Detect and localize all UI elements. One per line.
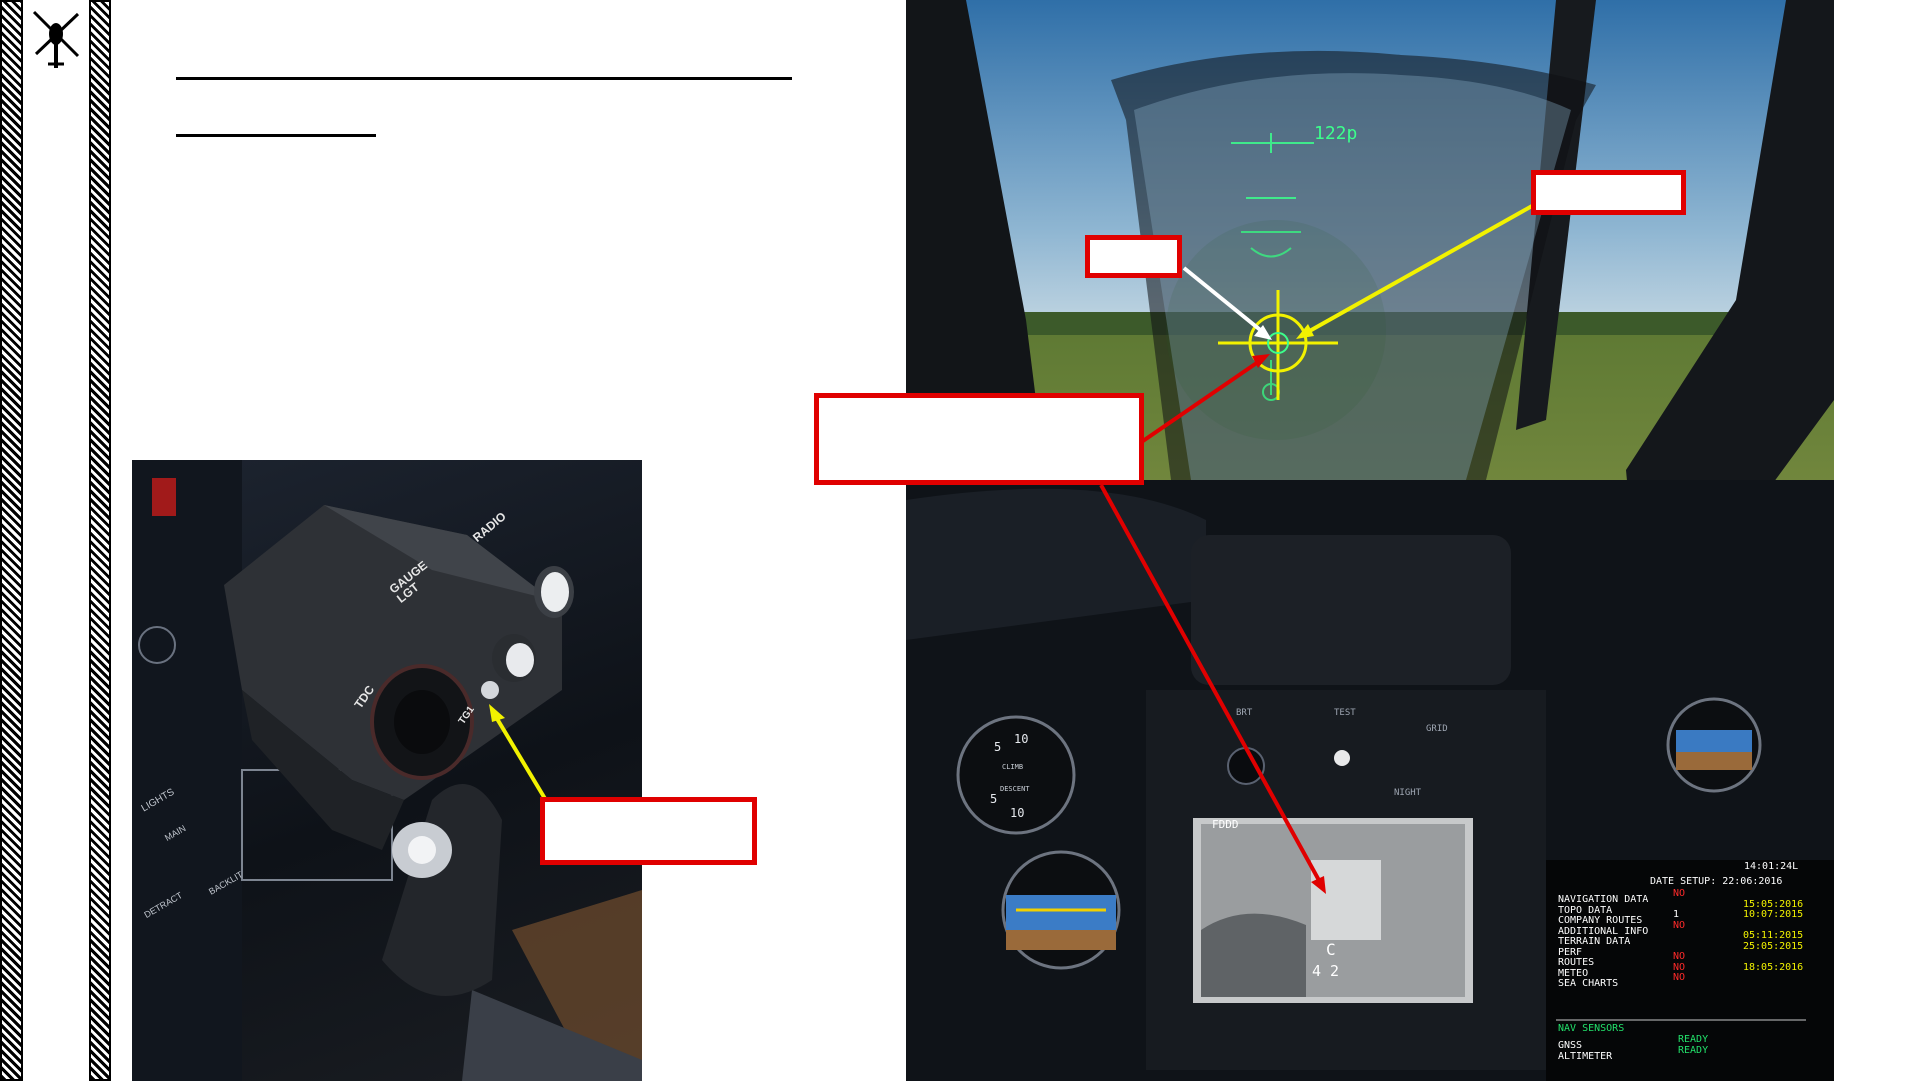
panel-row-label: TOPO DATA — [1558, 904, 1613, 916]
panel-row-status: NO — [1673, 888, 1686, 899]
panel-time: 14:01:24L — [1744, 861, 1799, 872]
panel-row-status: 1 — [1673, 909, 1680, 920]
panel-row-status: NO — [1673, 961, 1686, 973]
panel-sensor-label: ALTIMETER — [1558, 1050, 1613, 1062]
climb-label: CLIMB — [1002, 763, 1024, 771]
panel-rows: NAVIGATION DATA NO TOPO DATA 15:05:2016 COMP… — [1558, 888, 1828, 988]
panel-sensors: GNSS READY ALTIMETER READY — [1558, 1034, 1758, 1061]
panel-row-date: 10:07:2015 — [1743, 909, 1804, 920]
panel-row-label: TERRAIN DATA — [1558, 936, 1631, 947]
panel-row-status: NO — [1673, 972, 1686, 983]
panel-sensor-row: GNSS READY — [1558, 1034, 1758, 1050]
panel-sensors-title: NAV SENSORS — [1558, 1023, 1625, 1034]
panel-row-date: 15:05:2016 — [1743, 898, 1804, 910]
panel-date-setup: DATE SETUP: 22:06:2016 — [1650, 876, 1783, 887]
panel-sensor-label: GNSS — [1558, 1040, 1583, 1051]
hud-large-callout — [814, 393, 1144, 485]
panel-row-label: ROUTES — [1558, 957, 1595, 968]
mfd-top-label: FDDD — [1212, 818, 1239, 831]
panel-row: SEA CHARTS NO — [1558, 972, 1828, 988]
panel-row-label: ADDITIONAL INFO — [1558, 925, 1649, 937]
panel-row: NAVIGATION DATA NO — [1558, 888, 1828, 904]
panel-row: COMPANY ROUTES 1 10:07:2015 — [1558, 909, 1828, 925]
tdc-callout-box — [540, 797, 757, 865]
gauge-tick-1: 5 — [994, 740, 1002, 754]
mfd-bottom-value: 4 2 — [1312, 962, 1340, 980]
panel-row: ROUTES NO — [1558, 951, 1828, 967]
panel-row: TERRAIN DATA 05:11:2015 — [1558, 930, 1828, 946]
panel-row-status: NO — [1673, 919, 1686, 931]
panel-sensor-status: READY — [1678, 1044, 1709, 1056]
panel-row-label: COMPANY ROUTES — [1558, 915, 1643, 926]
left-hatch-strip — [0, 0, 23, 1081]
panel-sensor-status: READY — [1678, 1034, 1709, 1045]
test-label: TEST — [1334, 708, 1356, 718]
gauge-tick-2: 10 — [1014, 732, 1029, 746]
title-line — [176, 77, 792, 80]
panel-row-date: 05:11:2015 — [1743, 930, 1804, 941]
panel-sensor-row: ALTIMETER READY — [1558, 1044, 1758, 1061]
gauge-tick-3: 5 — [990, 792, 998, 806]
cockpit-hud-photo: 122p FDDD C 4 2 BRT TEST GRID NIGHT CLIM… — [906, 0, 1834, 1081]
night-label: NIGHT — [1394, 788, 1422, 798]
subtitle-line — [176, 134, 376, 137]
panel-row-status: NO — [1673, 951, 1686, 962]
hud-small-callout — [1085, 235, 1182, 278]
panel-row-label: NAVIGATION DATA — [1558, 894, 1649, 905]
panel-row-date: 25:05:2015 — [1743, 940, 1804, 952]
panel-row-label: PERF — [1558, 946, 1583, 958]
hud-right-callout — [1531, 170, 1686, 215]
brt-label: BRT — [1236, 708, 1253, 718]
panel-row: PERF 25:05:2015 — [1558, 940, 1828, 957]
panel-row: TOPO DATA 15:05:2016 — [1558, 898, 1828, 915]
descent-label: DESCENT — [1000, 785, 1030, 793]
gauge-tick-4: 10 — [1010, 806, 1025, 820]
panel-row: METEO NO 18:05:2016 — [1558, 961, 1828, 978]
hud-readout: 122p — [1314, 123, 1358, 144]
panel-row-date: 18:05:2016 — [1743, 961, 1804, 973]
panel-row: ADDITIONAL INFO NO — [1558, 919, 1828, 936]
mfd-bottom-letter: C — [1326, 940, 1336, 959]
tdc-control-photo: GAUGE LGT RADIO TDC TG1 LIGHTS MAIN BACK… — [132, 460, 642, 1081]
helicopter-top-view-icon — [32, 10, 80, 68]
grid-label: GRID — [1426, 724, 1448, 734]
panel-row-label: METEO — [1558, 967, 1589, 979]
inner-hatch-strip — [89, 0, 111, 1081]
panel-row-label: SEA CHARTS — [1558, 978, 1619, 989]
